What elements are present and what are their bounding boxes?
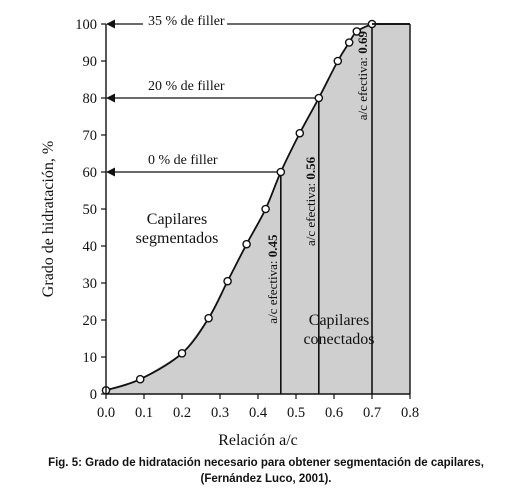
region-label: Capilares — [309, 312, 369, 329]
y-tick-label: 90 — [83, 54, 98, 70]
effective-wc-label: a/c efectiva: 0.45 — [265, 234, 280, 324]
y-tick-label: 20 — [83, 313, 98, 329]
data-point — [223, 276, 232, 286]
data-point — [204, 313, 213, 323]
effective-wc-value: 0.56 — [303, 156, 318, 179]
filler-label-background — [143, 15, 227, 27]
data-point — [276, 167, 286, 177]
x-tick-label: 0.4 — [249, 405, 268, 421]
data-point — [261, 204, 270, 214]
y-tick-label: 80 — [83, 91, 98, 107]
filler-label: 35 % de filler — [148, 14, 225, 29]
hydration-chart: 0 10 20 30 40 50 60 70 80 90 100 0.0 0.1 0.2 0.3 0.4 0.5… — [40, 14, 419, 449]
y-tick-label: 100 — [75, 17, 97, 33]
caption-line-2: (Fernández Luco, 2001). — [200, 473, 332, 485]
data-point — [333, 56, 343, 66]
effective-wc-label: a/c efectiva: 0.69 — [355, 31, 370, 121]
filler-label: 0 % de filler — [148, 153, 218, 168]
data-point — [242, 239, 251, 249]
y-tick-label: 10 — [83, 350, 98, 366]
data-point — [314, 93, 324, 103]
effective-wc-prefix: a/c efectiva: — [265, 257, 280, 323]
x-axis-label: Relación a/c — [218, 432, 298, 449]
data-point — [295, 128, 305, 138]
effective-wc-value: 0.69 — [355, 31, 370, 54]
x-tick-label: 0.8 — [401, 405, 419, 421]
y-tick-label: 50 — [83, 202, 98, 218]
x-tick-label: 0.3 — [211, 405, 229, 421]
x-tick-label: 0.2 — [173, 405, 191, 421]
y-axis-label: Grado de hidratación, % — [40, 141, 57, 297]
y-tick-label: 40 — [83, 239, 98, 255]
effective-wc-value: 0.45 — [265, 234, 280, 257]
x-tick-label: 0.0 — [97, 405, 115, 421]
data-point — [177, 348, 187, 358]
y-tick-label: 70 — [83, 128, 98, 144]
data-point — [344, 38, 354, 47]
hydration-area — [106, 24, 410, 394]
x-tick-label: 0.7 — [363, 405, 381, 421]
effective-wc-prefix: a/c efectiva: — [303, 180, 318, 246]
region-label: segmentados — [136, 230, 219, 247]
effective-wc-label: a/c efectiva: 0.56 — [303, 156, 318, 246]
caption-line-1: Fig. 5: Grado de hidratación necesario p… — [48, 457, 484, 469]
data-point — [352, 27, 362, 36]
figure-caption: Fig. 5: Grado de hidratación necesario p… — [0, 455, 532, 487]
effective-wc-prefix: a/c efectiva: — [355, 54, 370, 120]
x-tick-label: 0.5 — [287, 405, 305, 421]
region-label: conectados — [303, 331, 374, 348]
y-tick-label: 30 — [83, 276, 98, 292]
region-label: Capilares — [147, 211, 207, 228]
y-tick-label: 60 — [83, 165, 98, 181]
x-tick-label: 0.1 — [135, 405, 153, 421]
y-tick-label: 0 — [90, 387, 97, 403]
filler-label: 20 % de filler — [148, 79, 225, 94]
x-tick-label: 0.6 — [325, 405, 343, 421]
data-point — [135, 374, 145, 384]
